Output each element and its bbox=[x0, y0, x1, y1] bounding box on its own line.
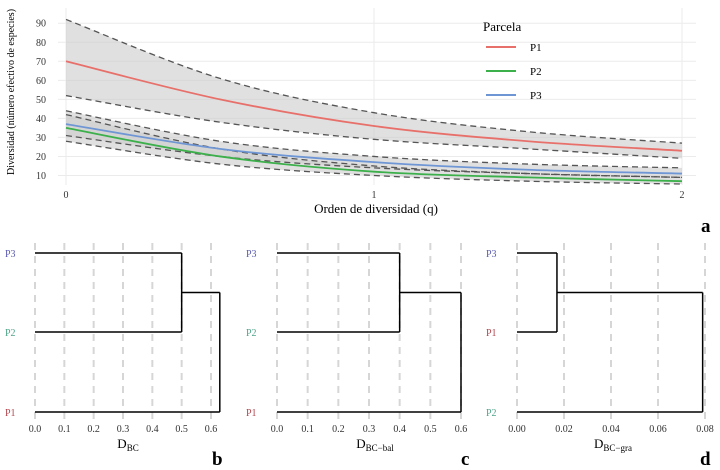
x-tick-label: 0.2 bbox=[332, 424, 345, 435]
ci-lower-p3 bbox=[65, 134, 683, 179]
series-line-p2 bbox=[65, 127, 683, 183]
leaf-label-p3: P3 bbox=[246, 249, 257, 260]
panel-d-dendrogram-dbc-gra: 0.00 0.02 0.04 0.06 0.08 P3 P1 P2 DBC−gra d bbox=[486, 243, 714, 470]
x-tick-label: 1 bbox=[372, 190, 377, 201]
panel-a-x-axis-title: Orden de diversidad (q) bbox=[314, 201, 438, 216]
ci-band-p1 bbox=[66, 19, 682, 159]
x-axis-title: DBC−bal bbox=[356, 436, 394, 453]
ci-upper-p1 bbox=[65, 18, 683, 144]
panel-label-b: b bbox=[212, 449, 223, 470]
x-tick-label: 0.0 bbox=[29, 424, 42, 435]
panel-label-c: c bbox=[461, 449, 469, 470]
y-tick-label: 20 bbox=[36, 152, 46, 163]
leaf-label-p2: P2 bbox=[246, 328, 257, 339]
x-axis-title: DBC bbox=[117, 436, 138, 453]
x-tick-label: 0.6 bbox=[455, 424, 468, 435]
y-tick-label: 40 bbox=[36, 114, 46, 125]
legend-label-p2: P2 bbox=[530, 66, 542, 78]
y-tick-label: 10 bbox=[36, 171, 46, 182]
panel-label-d: d bbox=[700, 449, 711, 470]
leaf-label-p2: P2 bbox=[5, 328, 16, 339]
x-tick-label: 0.04 bbox=[602, 424, 620, 435]
panel-b-dendrogram-dbc: 0.0 0.1 0.2 0.3 0.4 0.5 0.6 P3 P2 P1 DBC b bbox=[5, 243, 223, 470]
ci-lower-p1 bbox=[65, 94, 683, 160]
leaf-label-p1: P1 bbox=[5, 408, 16, 419]
leaf-label-p2: P2 bbox=[486, 408, 497, 419]
x-axis-title: DBC−gra bbox=[594, 436, 632, 453]
y-tick-label: 80 bbox=[36, 38, 46, 49]
leaf-label-p1: P1 bbox=[486, 328, 497, 339]
x-tick-label: 0.3 bbox=[363, 424, 376, 435]
x-tick-label: 0.6 bbox=[205, 424, 218, 435]
panel-a-y-ticks: 10 20 30 40 50 60 70 80 90 bbox=[36, 19, 46, 182]
x-tick-label: 0.4 bbox=[146, 424, 159, 435]
x-tick-label: 0.5 bbox=[175, 424, 188, 435]
x-axis-title-subscript: BC−gra bbox=[603, 443, 632, 453]
y-tick-label: 70 bbox=[36, 57, 46, 68]
y-tick-label: 30 bbox=[36, 133, 46, 144]
series-line-p3 bbox=[65, 123, 683, 175]
x-axis-title-subscript: BC bbox=[127, 443, 139, 453]
panel-a-confidence-bands bbox=[65, 18, 683, 185]
panel-a-diversity-profile: 10 20 30 40 50 60 70 80 90 0 1 2 Diversidad (númer… bbox=[6, 8, 711, 237]
x-tick-label: 0.1 bbox=[301, 424, 314, 435]
x-tick-label: 0.2 bbox=[87, 424, 100, 435]
leaf-label-p1: P1 bbox=[246, 408, 257, 419]
x-tick-label: 2 bbox=[680, 190, 685, 201]
panel-a-y-axis-title: Diversidad (número efectivo de especies) bbox=[6, 9, 17, 175]
leaf-label-p3: P3 bbox=[5, 249, 16, 260]
panel-label-a: a bbox=[701, 216, 711, 237]
y-tick-label: 50 bbox=[36, 95, 46, 106]
x-axis-title-main: D bbox=[117, 436, 126, 451]
y-tick-label: 90 bbox=[36, 19, 46, 30]
panel-a-legend: Parcela P1 P2 P3 bbox=[483, 19, 542, 102]
x-tick-label: 0.06 bbox=[649, 424, 667, 435]
x-tick-label: 0.3 bbox=[117, 424, 130, 435]
legend-label-p1: P1 bbox=[530, 42, 542, 54]
y-tick-label: 60 bbox=[36, 76, 46, 87]
legend-title: Parcela bbox=[483, 19, 521, 34]
x-tick-label: 0.02 bbox=[555, 424, 573, 435]
x-tick-label: 0.00 bbox=[508, 424, 526, 435]
x-axis-title-main: D bbox=[356, 436, 365, 451]
x-axis-title-subscript: BC−bal bbox=[366, 443, 395, 453]
x-tick-label: 0.5 bbox=[424, 424, 437, 435]
ci-lower-p2 bbox=[65, 140, 683, 185]
x-tick-label: 0.1 bbox=[58, 424, 71, 435]
legend-label-p3: P3 bbox=[530, 90, 542, 102]
x-tick-label: 0.4 bbox=[393, 424, 406, 435]
x-axis-title-main: D bbox=[594, 436, 603, 451]
leaf-label-p3: P3 bbox=[486, 249, 497, 260]
x-tick-label: 0.0 bbox=[271, 424, 284, 435]
series-line-p1 bbox=[65, 60, 683, 152]
panel-a-x-ticks: 0 1 2 bbox=[64, 190, 685, 201]
ci-upper-p2 bbox=[65, 113, 683, 179]
panel-a-series-lines bbox=[65, 60, 683, 183]
ci-upper-p3 bbox=[65, 110, 683, 169]
panel-c-dendrogram-dbc-bal: 0.0 0.1 0.2 0.3 0.4 0.5 0.6 P3 P2 P1 DBC−bal c bbox=[246, 243, 469, 470]
x-tick-label: 0 bbox=[64, 190, 69, 201]
x-tick-label: 0.08 bbox=[696, 424, 714, 435]
